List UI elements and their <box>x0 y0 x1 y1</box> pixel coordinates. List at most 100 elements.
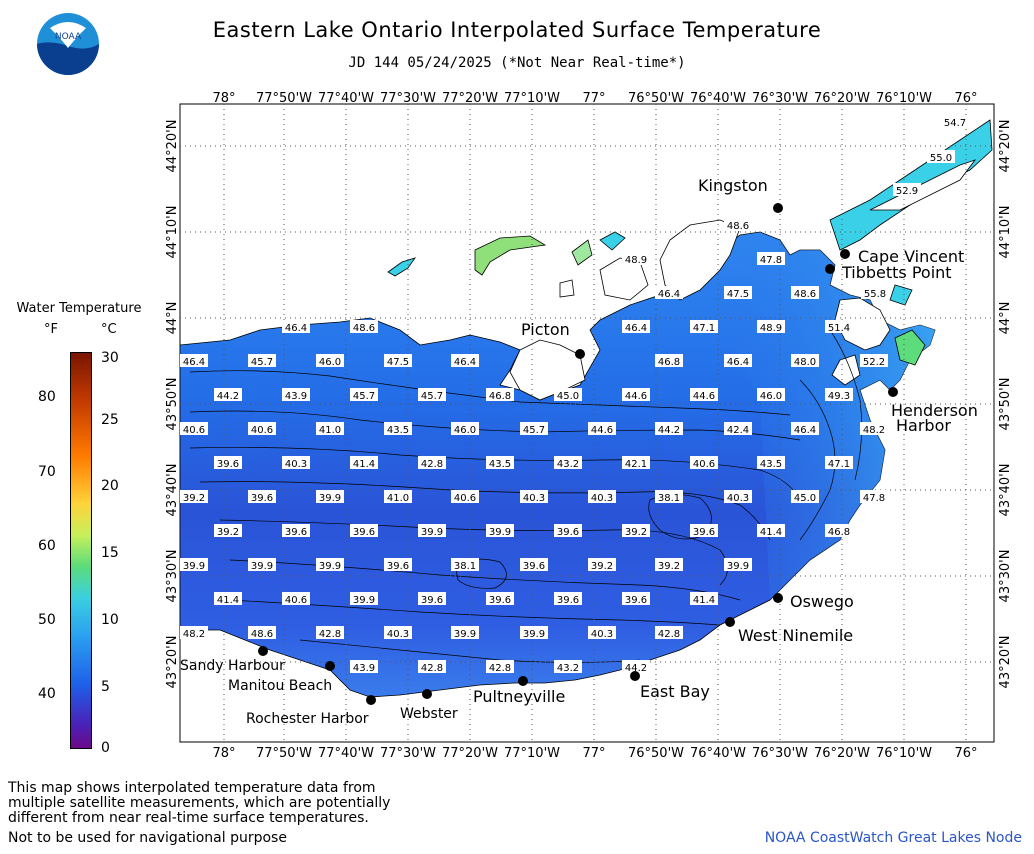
henderson-harbor-marker <box>888 387 898 397</box>
temperature-label: 39.9 <box>727 561 749 572</box>
temperature-label-bg <box>655 626 683 639</box>
temperature-label: 43.5 <box>489 459 511 470</box>
webster-marker <box>422 689 432 699</box>
lat-label: 43°40'N <box>998 464 1013 517</box>
temperature-label-bg <box>451 626 479 639</box>
legend-color-bar <box>70 352 92 749</box>
temperature-label-bg <box>554 660 582 673</box>
map-title: Eastern Lake Ontario Interpolated Surfac… <box>212 18 822 42</box>
temperature-label: 44.2 <box>217 391 239 402</box>
temperature-label-bg <box>655 422 683 435</box>
temperature-label-bg <box>554 456 582 469</box>
temperature-label: 38.1 <box>454 561 476 572</box>
temperature-label-bg <box>486 388 514 401</box>
temperature-label: 39.6 <box>387 561 409 572</box>
temperature-label: 39.6 <box>251 493 273 504</box>
temperature-label: 39.2 <box>217 527 239 538</box>
lon-label: 77°40'W <box>318 91 374 106</box>
temperature-label-bg <box>861 286 889 299</box>
lon-label: 76°40'W <box>690 746 746 761</box>
footnote: This map shows interpolated temperature … <box>8 781 390 826</box>
temperature-label-bg <box>622 456 650 469</box>
temperature-label: 48.6 <box>794 289 816 300</box>
temperature-label: 48.2 <box>863 425 885 436</box>
temperature-label: 43.9 <box>353 663 375 674</box>
temperature-label: 52.2 <box>863 357 885 368</box>
temperature-label-bg <box>248 490 276 503</box>
temperature-label: 43.5 <box>387 425 409 436</box>
lon-label: 76°10'W <box>876 746 932 761</box>
place-label: Rochester Harbor <box>246 711 369 727</box>
temperature-label-bg <box>316 422 344 435</box>
temperature-label: 39.6 <box>625 595 647 606</box>
lat-label: 44°N <box>998 302 1013 335</box>
lon-label: 76° <box>954 746 977 761</box>
lon-label: 76°30'W <box>752 91 808 106</box>
temperature-label-bg <box>893 183 921 196</box>
lat-label: 44°20'N <box>998 120 1013 173</box>
temperature-label-bg <box>282 592 310 605</box>
lat-label: 43°20'N <box>998 636 1013 689</box>
temperature-label-bg <box>384 422 412 435</box>
temperature-label: 40.6 <box>693 459 715 470</box>
lat-label: 43°40'N <box>165 464 180 517</box>
kingston-marker <box>773 203 783 213</box>
legend-tick-c: 15 <box>101 545 119 561</box>
temperature-label-bg <box>248 626 276 639</box>
lon-label: 77°30'W <box>380 91 436 106</box>
picton-marker <box>575 349 585 359</box>
noaa-logo: NOAA <box>36 12 100 76</box>
temperature-label: 42.8 <box>489 663 511 674</box>
temperature-label: 39.6 <box>557 595 579 606</box>
place-label: Sandy Harbour <box>180 658 285 674</box>
footnote-line: multiple satellite measurements, which a… <box>8 795 391 811</box>
temperature-label: 44.2 <box>658 425 680 436</box>
legend-tick-f: 60 <box>38 538 56 554</box>
temperature-label: 44.6 <box>625 391 647 402</box>
temperature-label: 39.6 <box>489 595 511 606</box>
temperature-label: 47.1 <box>693 323 715 334</box>
lon-label: 76°20'W <box>814 746 870 761</box>
temperature-label-bg <box>622 660 650 673</box>
temperature-label-bg <box>486 524 514 537</box>
temperature-label: 48.6 <box>251 629 273 640</box>
temperature-label-bg <box>316 354 344 367</box>
legend-unit-c: °C <box>101 322 117 337</box>
temperature-label: 39.6 <box>285 527 307 538</box>
legend-tick-c: 0 <box>101 740 110 756</box>
temperature-label-bg <box>554 388 582 401</box>
temperature-label: 46.0 <box>319 357 341 368</box>
temperature-label: 42.8 <box>658 629 680 640</box>
temperature-label-bg <box>655 354 683 367</box>
temperature-label-bg <box>180 490 208 503</box>
temperature-label-bg <box>690 456 718 469</box>
lat-label: 44°N <box>165 302 180 335</box>
temperature-label: 39.9 <box>319 561 341 572</box>
temperature-label-bg <box>350 524 378 537</box>
temperature-label-bg <box>180 422 208 435</box>
temperature-label: 41.4 <box>217 595 239 606</box>
temperature-label-bg <box>451 354 479 367</box>
lat-label: 43°50'N <box>998 378 1013 431</box>
city-markers <box>258 203 898 705</box>
temperature-label-bg <box>791 422 819 435</box>
east-bay-marker <box>630 671 640 681</box>
temperature-label-bg <box>860 354 888 367</box>
temperature-label-bg <box>418 388 446 401</box>
temperature-label-bg <box>825 456 853 469</box>
temperature-label-bg <box>655 490 683 503</box>
lon-label: 76°20'W <box>814 91 870 106</box>
temperature-label: 45.0 <box>794 493 816 504</box>
temperature-label-bg <box>655 558 683 571</box>
temperature-label-bg <box>655 286 683 299</box>
sandy-harbour-marker <box>258 646 268 656</box>
temperature-label: 46.8 <box>489 391 511 402</box>
temperature-label-bg <box>180 626 208 639</box>
lat-label: 44°20'N <box>165 120 180 173</box>
lon-label: 76°50'W <box>628 91 684 106</box>
temperature-label-bg <box>791 354 819 367</box>
temperature-label: 42.4 <box>727 425 749 436</box>
temperature-label: 54.7 <box>944 118 966 129</box>
temperature-label-bg <box>690 320 718 333</box>
temperature-label-bg <box>757 252 785 265</box>
